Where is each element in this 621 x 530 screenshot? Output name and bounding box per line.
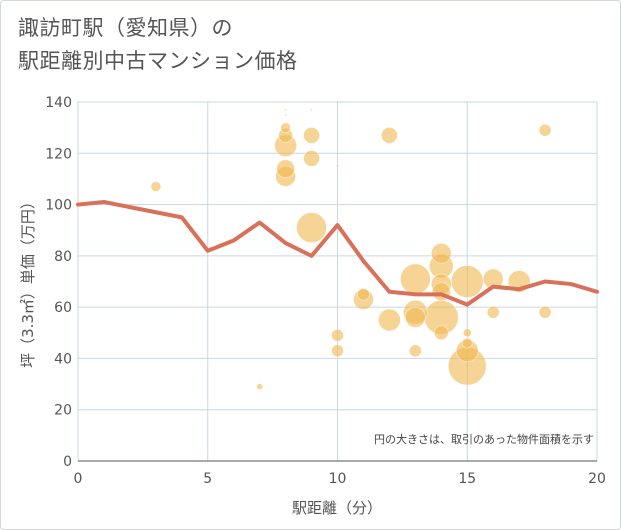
y-tick-label: 140 bbox=[45, 95, 72, 111]
average-price-line bbox=[76, 200, 599, 307]
bubble-point bbox=[331, 328, 344, 342]
y-tick-label: 20 bbox=[54, 403, 72, 419]
bubble-point bbox=[310, 108, 313, 112]
bubble-size-note: 円の大きさは、取引のあった物件面積を示す bbox=[374, 432, 594, 446]
bubble-point bbox=[303, 150, 320, 167]
x-tick-label: 15 bbox=[458, 471, 476, 487]
bubble-point bbox=[462, 328, 472, 338]
bubble-point bbox=[538, 123, 552, 137]
chart-title: 諏訪町駅（愛知県）の 駅距離別中古マンション価格 bbox=[18, 12, 298, 78]
title-line-1: 諏訪町駅（愛知県）の bbox=[18, 16, 233, 40]
average-line-series bbox=[76, 200, 599, 307]
axis-ticks: 0 5 10 15 20 0 20 40 60 80 100 120 140 bbox=[45, 95, 606, 487]
x-tick-label: 5 bbox=[203, 471, 212, 487]
y-tick-label: 120 bbox=[45, 146, 72, 162]
bubble-point bbox=[280, 122, 292, 134]
y-tick-label: 80 bbox=[54, 249, 72, 265]
bubble-point bbox=[284, 108, 288, 112]
bubble-point bbox=[404, 306, 426, 328]
bubble-point bbox=[331, 344, 344, 358]
bubble-point bbox=[276, 159, 296, 179]
bubble-point bbox=[336, 164, 339, 168]
bubble-point bbox=[150, 181, 162, 193]
bubble-point bbox=[430, 242, 452, 264]
bubble-point bbox=[408, 344, 422, 358]
x-tick-label: 0 bbox=[74, 471, 83, 487]
y-tick-label: 100 bbox=[45, 198, 72, 214]
bubble-point bbox=[377, 308, 401, 332]
bubble-series bbox=[150, 108, 552, 391]
bubble-point bbox=[538, 305, 552, 319]
x-axis-title: 駅距離（分） bbox=[292, 499, 382, 517]
bubble-point bbox=[450, 265, 484, 298]
y-tick-label: 0 bbox=[63, 454, 72, 470]
y-axis-title: 坪（3.3㎡）単価（万円） bbox=[19, 194, 37, 368]
bubble-point bbox=[399, 263, 431, 295]
bubble-point bbox=[256, 383, 264, 391]
grid-lines bbox=[78, 102, 597, 462]
x-tick-label: 10 bbox=[329, 471, 347, 487]
bubble-point bbox=[296, 212, 327, 244]
y-tick-label: 60 bbox=[54, 300, 72, 316]
y-tick-label: 40 bbox=[54, 351, 72, 367]
bubble-point bbox=[380, 126, 398, 144]
x-tick-label: 20 bbox=[588, 471, 606, 487]
bubble-point bbox=[461, 337, 473, 349]
bubble-point bbox=[284, 113, 288, 117]
bubble-point bbox=[303, 126, 320, 144]
bubble-point bbox=[433, 325, 449, 341]
bubble-point bbox=[357, 287, 370, 301]
bubble-point bbox=[486, 305, 500, 319]
title-line-2: 駅距離別中古マンション価格 bbox=[18, 49, 298, 73]
